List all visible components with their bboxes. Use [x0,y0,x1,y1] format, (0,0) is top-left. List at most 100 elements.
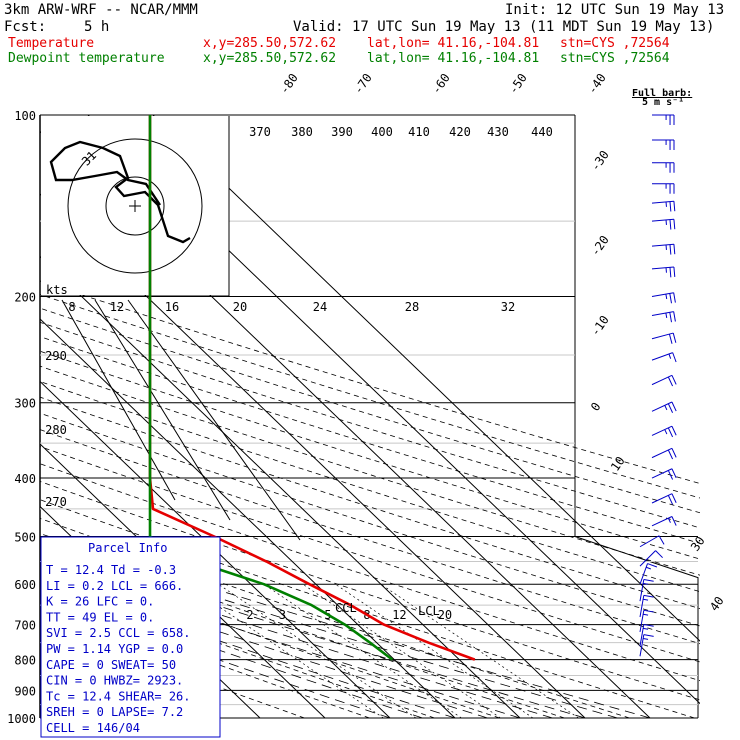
wind-barb [652,114,675,125]
theta-label: 280 [45,423,67,437]
wind-barb-shaft [651,516,673,527]
pressure-tick-label: 700 [14,619,36,633]
wind-barb-flag [668,353,672,359]
wind-barb [639,550,663,567]
dry-adiabat [40,480,700,701]
wind-barb-flag [673,201,676,212]
pressure-tick-label: 500 [14,530,36,544]
wind-barb-flag [658,535,665,545]
ring-label: 32 [501,300,515,314]
wind-barb-shaft [651,311,674,316]
parcel-info-row: SREH = 0 LAPSE= 7.2 [46,705,183,719]
wind-barb-flag [673,311,676,322]
wind-barb-shaft [639,550,656,567]
wind-barb-shaft [651,468,673,479]
theta-label: 290 [45,349,67,363]
wind-barb-flag [673,292,676,303]
wind-barb-flag [673,266,676,278]
pressure-tick-label: 400 [14,472,36,486]
dry-adiabat [40,350,700,560]
wind-barb-flag [671,516,677,526]
mixing-ratio-label: 2 [246,608,253,622]
wind-barb-flag [669,201,672,212]
theta-label: 430 [487,125,509,139]
wind-barb [639,578,654,602]
wind-barb-flag [667,449,674,460]
wind-barb-shaft [639,610,645,633]
isotherm [40,318,456,719]
parcel-info-row: CIN = 0 HWBZ= 2923. [46,674,183,688]
ring-label: 12 [110,300,124,314]
isotherm [40,380,391,719]
pressure-tick-label: 1000 [7,712,36,726]
valid-time: Valid: 17 UTC Sun 19 May 13 (11 MDT Sun … [293,19,715,35]
dewpoint-xy: x,y=285.50,572.62 [203,51,337,66]
wind-barb-shaft [651,266,674,270]
wind-barb-flag [669,244,672,255]
pressure-tick-label: 900 [14,684,36,698]
moist-adiabat [40,554,553,719]
parcel-info-row: SVI = 2.5 CCL = 658. [46,626,191,640]
wind-barb-flag [673,244,676,255]
wind-barb-flag [655,550,663,559]
isotherm-label: 0 [588,400,604,414]
wind-barb [651,493,677,505]
isotherm-label: -60 [429,71,453,97]
pressure-tick-label: 200 [14,291,36,305]
wind-barb [651,200,676,212]
ring-label: 20 [233,300,247,314]
wind-barb-flag [643,598,649,601]
wind-barb-shaft [639,634,645,657]
wind-barb-flag [643,578,654,582]
isotherm [40,255,521,719]
dewpoint-legend: Dewpoint temperature [8,51,165,66]
hodograph-trace [49,140,191,244]
pressure-tick-label: 800 [14,654,36,668]
wind-barb [651,352,677,363]
wind-barb-flag [645,566,652,570]
barb-legend-bottom: 5 m s⁻¹ [642,97,684,108]
wind-barb-flag [667,403,674,413]
wind-barb-shaft [651,292,674,298]
wind-barb-shaft [651,332,674,340]
ring-label: 16 [165,300,179,314]
wind-barb-flag [643,582,649,585]
dewpoint-station: stn=CYS ,72564 [560,51,670,66]
isotherm [152,115,700,642]
dry-adiabat [40,598,370,719]
dewpoint-latlon: lat,lon= 41.16,-104.81 [367,51,540,66]
wind-barb-flag [671,401,677,412]
kts-label: kts [46,283,68,297]
mixing-ratio-line [380,583,579,719]
forecast-label: Fcst: [4,19,47,35]
isotherm-label: -50 [506,71,530,97]
temperature-latlon: lat,lon= 41.16,-104.81 [367,36,540,51]
wind-barb [651,516,677,527]
wind-barb [652,139,675,150]
wind-barb-flag [667,470,674,480]
wind-barb-flag [643,613,649,616]
wind-barb-flag [665,312,668,319]
mixing-ratio-line [218,583,417,719]
wind-barb-shaft [651,352,673,361]
dry-adiabat [40,463,700,682]
theta-label: 270 [45,495,67,509]
mixing-ratio-label: 12 [392,608,406,622]
wind-barb-flag [667,517,671,523]
dry-adiabat [40,429,700,645]
wind-barb-flag [665,293,668,300]
wind-barb-shaft [651,218,674,222]
wind-barb-shaft [651,374,673,386]
wind-barb-flag [667,427,674,438]
speed-guide [127,299,301,541]
wind-barb-flag [643,623,654,627]
parcel-info-title: Parcel Info [88,541,167,555]
speed-guide [61,299,176,501]
temperature-legend: Temperature [8,36,95,51]
wind-barb [639,594,654,618]
wind-barb [639,623,654,647]
isotherm-label: -40 [585,71,609,97]
dry-adiabat [40,412,700,627]
wind-barb-flag [664,405,668,411]
pressure-tick-label: 300 [14,397,36,411]
